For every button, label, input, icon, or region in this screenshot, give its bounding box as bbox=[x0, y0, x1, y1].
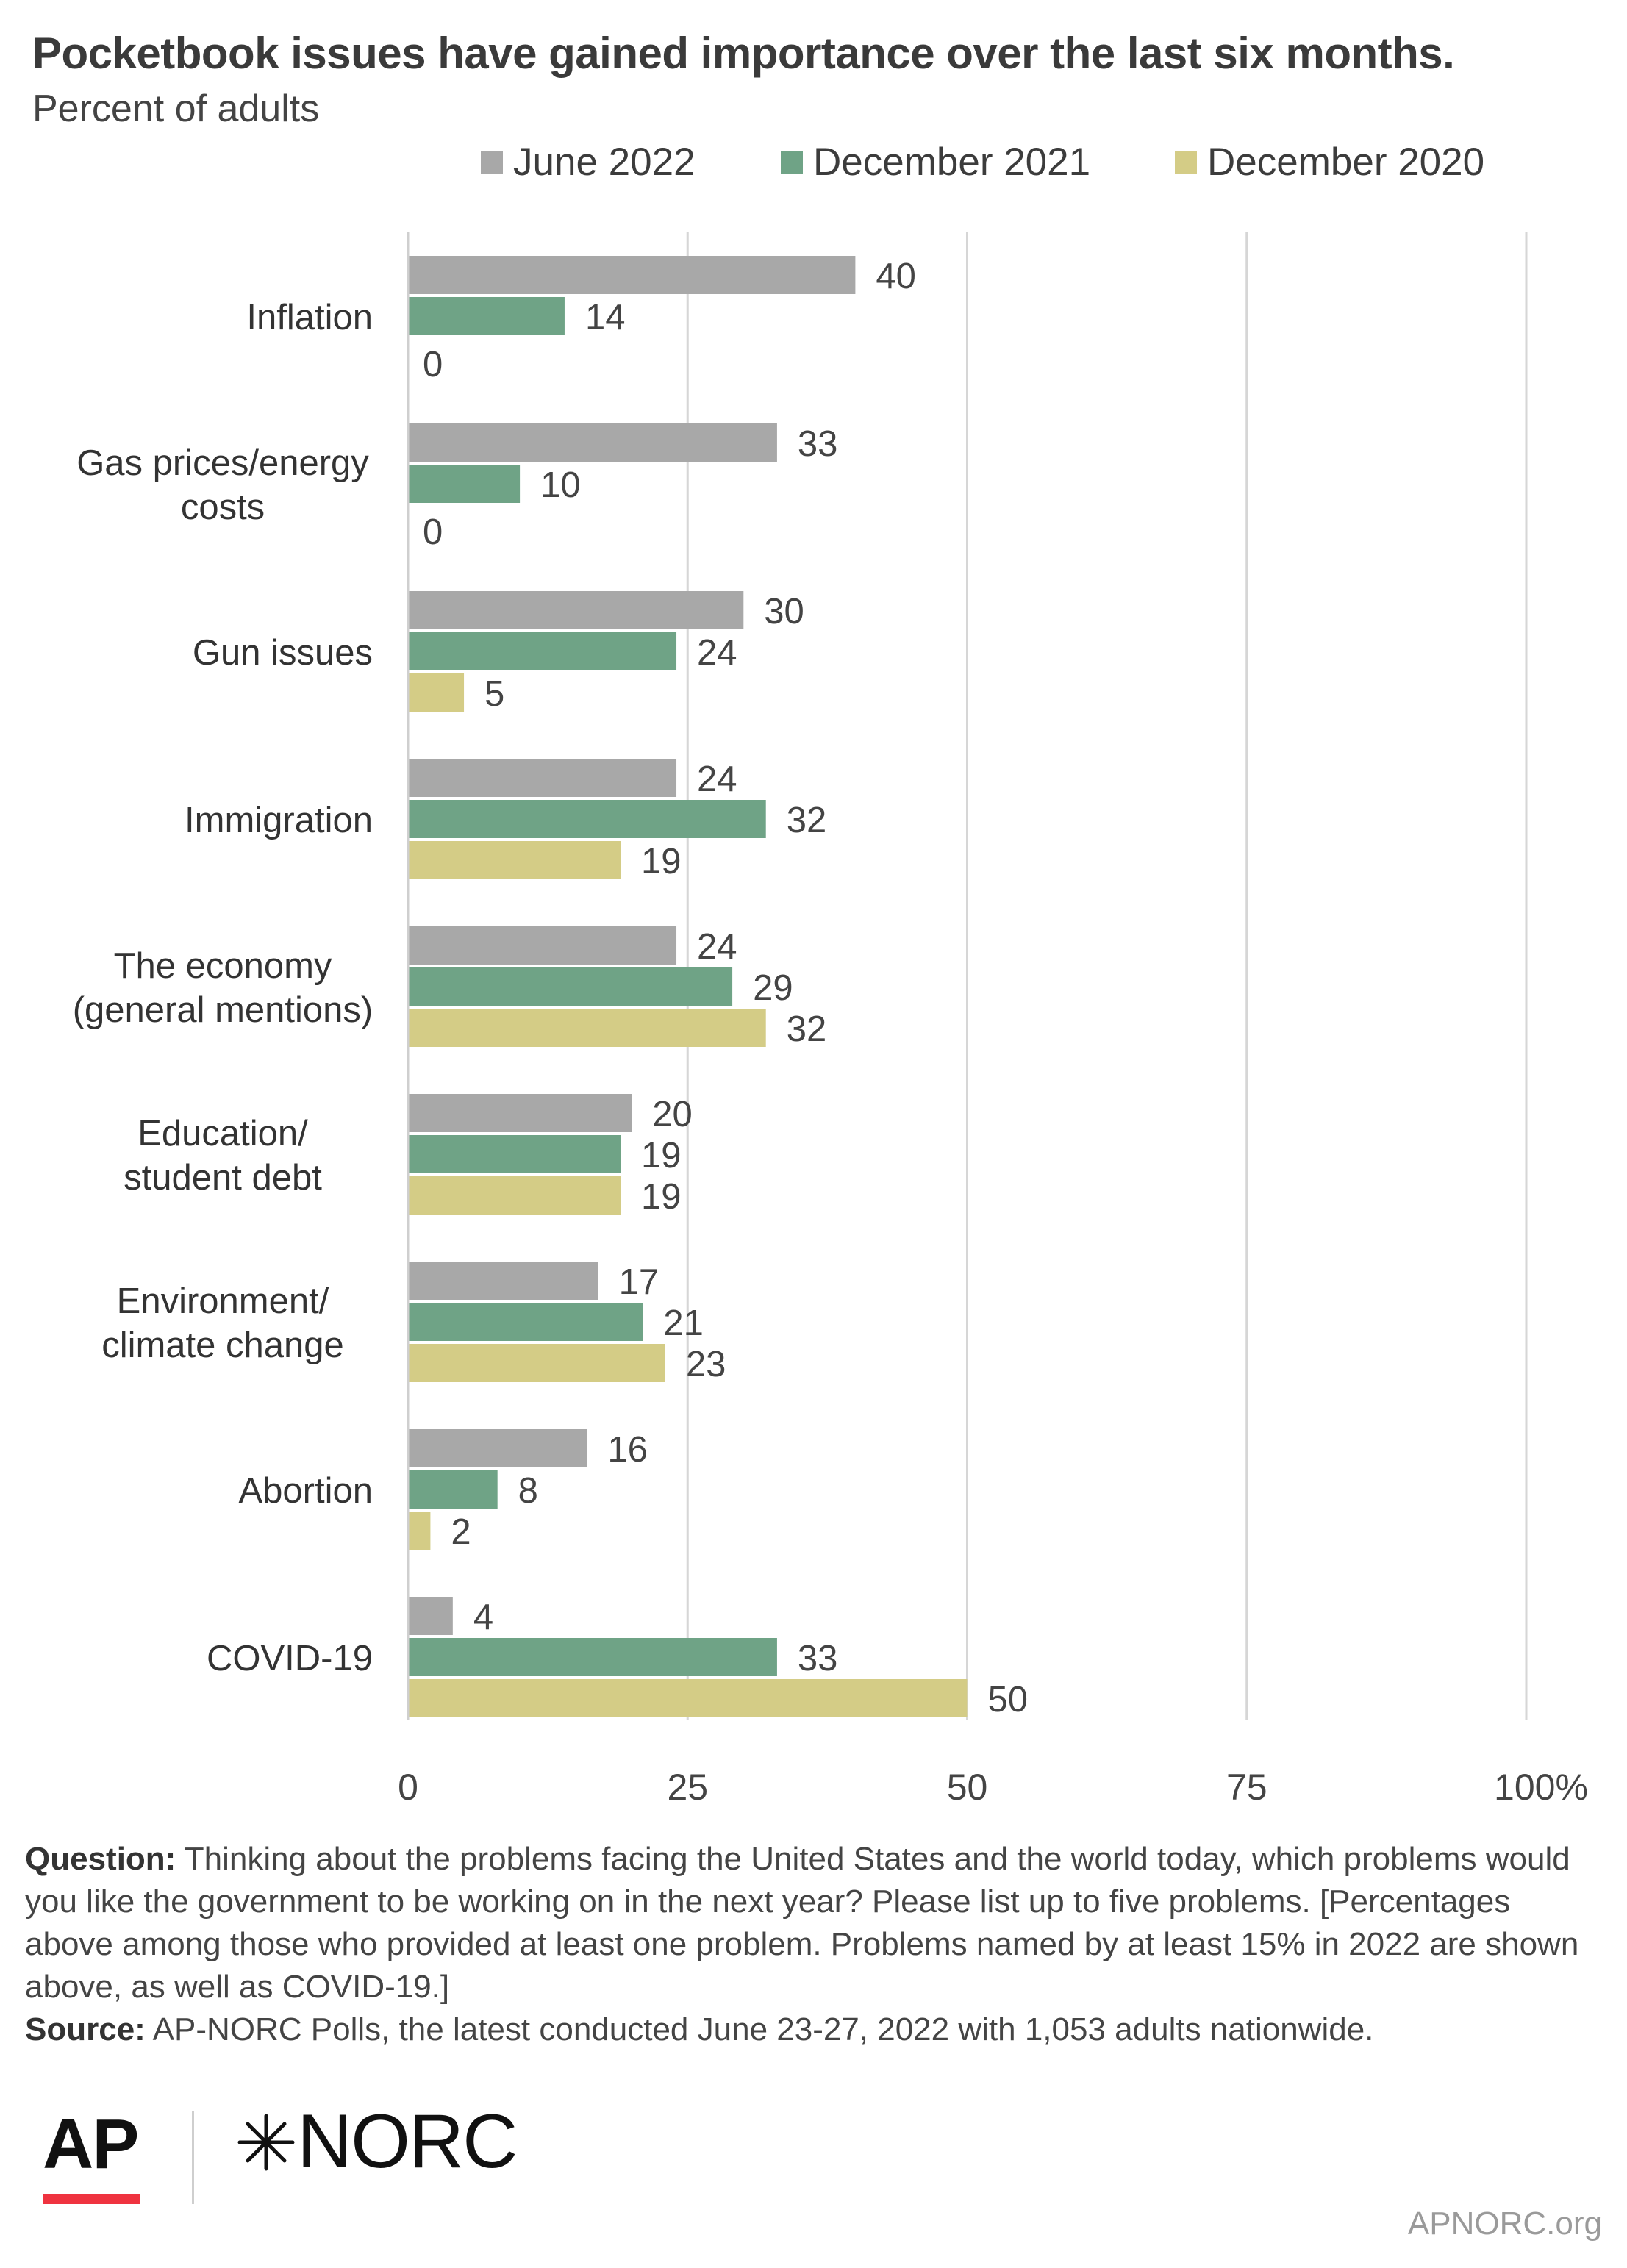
data-label-5-series-2: 19 bbox=[641, 1177, 682, 1217]
data-label-7-series-1: 8 bbox=[518, 1471, 538, 1511]
chart-title: Pocketbook issues have gained importance… bbox=[32, 29, 1455, 78]
question-note: Question: Thinking about the problems fa… bbox=[25, 1838, 1606, 2008]
category-label-4-line-0: The economy bbox=[114, 946, 332, 986]
category-label-5-line-0: Education/ bbox=[137, 1114, 308, 1153]
data-label-1-series-2: 0 bbox=[423, 512, 443, 552]
legend: June 2022 December 2021 December 2020 bbox=[0, 140, 1627, 191]
data-label-0-series-2: 0 bbox=[423, 345, 443, 384]
data-label-2-series-1: 24 bbox=[697, 633, 737, 673]
legend-swatch-december-2020 bbox=[1175, 151, 1197, 174]
bar-0-series-0 bbox=[408, 256, 856, 294]
bar-3-series-1 bbox=[408, 800, 766, 838]
legend-label-june-2022: June 2022 bbox=[513, 140, 696, 184]
source-text: AP-NORC Polls, the latest conducted June… bbox=[145, 2011, 1374, 2047]
bar-6-series-1 bbox=[408, 1303, 643, 1341]
bar-8-series-0 bbox=[408, 1597, 453, 1635]
bar-4-series-2 bbox=[408, 1009, 766, 1047]
bar-3-series-2 bbox=[408, 841, 621, 879]
legend-item-december-2020: December 2020 bbox=[1175, 140, 1484, 185]
bar-8-series-1 bbox=[408, 1638, 777, 1676]
data-label-0-series-1: 14 bbox=[585, 298, 626, 337]
data-label-3-series-1: 32 bbox=[787, 801, 827, 840]
chart-subtitle: Percent of adults bbox=[32, 87, 320, 130]
data-label-6-series-1: 21 bbox=[663, 1303, 704, 1343]
data-label-8-series-0: 4 bbox=[473, 1598, 493, 1637]
data-label-6-series-2: 23 bbox=[686, 1345, 726, 1384]
norc-logo: NORC bbox=[235, 2098, 518, 2186]
data-label-4-series-2: 32 bbox=[787, 1009, 827, 1049]
legend-item-june-2022: June 2022 bbox=[481, 140, 696, 185]
category-label-8-line-0: COVID-19 bbox=[207, 1639, 373, 1678]
bar-4-series-1 bbox=[408, 967, 733, 1006]
footer-notes: Question: Thinking about the problems fa… bbox=[25, 1838, 1606, 2051]
bar-1-series-1 bbox=[408, 465, 521, 503]
norc-star-icon bbox=[237, 2114, 295, 2170]
category-label-7-line-0: Abortion bbox=[238, 1471, 373, 1511]
bar-8-series-2 bbox=[408, 1679, 968, 1717]
bar-5-series-1 bbox=[408, 1135, 621, 1173]
data-label-2-series-0: 30 bbox=[764, 592, 804, 632]
data-label-8-series-2: 50 bbox=[988, 1680, 1029, 1720]
x-tick-label-0: 0 bbox=[398, 1767, 418, 1808]
source-label: Source: bbox=[25, 2011, 146, 2047]
bar-0-series-1 bbox=[408, 297, 565, 335]
bar-2-series-1 bbox=[408, 632, 677, 670]
category-label-1-line-0: Gas prices/energy bbox=[76, 443, 369, 483]
question-text: Thinking about the problems facing the U… bbox=[25, 1841, 1579, 2005]
data-label-0-series-0: 40 bbox=[876, 257, 916, 296]
bar-5-series-0 bbox=[408, 1094, 632, 1132]
data-label-5-series-1: 19 bbox=[641, 1136, 682, 1176]
category-label-2-line-0: Gun issues bbox=[193, 633, 373, 673]
bar-7-series-0 bbox=[408, 1429, 587, 1467]
ap-logo: AP bbox=[43, 2105, 139, 2183]
data-label-8-series-1: 33 bbox=[798, 1639, 838, 1678]
data-label-5-series-0: 20 bbox=[652, 1095, 693, 1134]
bar-5-series-2 bbox=[408, 1176, 621, 1215]
data-label-7-series-0: 16 bbox=[607, 1430, 648, 1470]
x-tick-label-2: 50 bbox=[947, 1767, 988, 1808]
question-label: Question: bbox=[25, 1841, 176, 1877]
category-label-4-line-1: (general mentions) bbox=[73, 990, 373, 1030]
bar-6-series-0 bbox=[408, 1262, 598, 1300]
data-label-7-series-2: 2 bbox=[451, 1512, 471, 1552]
category-label-6-line-0: Environment/ bbox=[117, 1281, 329, 1321]
legend-item-december-2021: December 2021 bbox=[781, 140, 1090, 185]
legend-label-december-2020: December 2020 bbox=[1207, 140, 1485, 184]
category-label-6-line-1: climate change bbox=[101, 1326, 344, 1365]
x-tick-label-3: 75 bbox=[1226, 1767, 1267, 1808]
category-label-1-line-1: costs bbox=[181, 487, 265, 527]
category-label-3-line-0: Immigration bbox=[185, 801, 373, 840]
data-label-1-series-0: 33 bbox=[798, 424, 838, 464]
category-label-0-line-0: Inflation bbox=[246, 298, 373, 337]
bar-2-series-2 bbox=[408, 673, 465, 712]
bar-7-series-2 bbox=[408, 1512, 431, 1550]
norc-logo-text: NORC bbox=[297, 2099, 518, 2184]
x-tick-label-4: 100% bbox=[1494, 1767, 1588, 1808]
bar-3-series-0 bbox=[408, 759, 677, 797]
data-label-2-series-2: 5 bbox=[484, 674, 504, 714]
legend-swatch-june-2022 bbox=[481, 151, 503, 174]
bar-1-series-0 bbox=[408, 423, 777, 462]
ap-logo-bar bbox=[43, 2194, 140, 2204]
data-label-6-series-0: 17 bbox=[619, 1262, 659, 1302]
category-label-5-line-1: student debt bbox=[124, 1158, 322, 1198]
site-url: APNORC.org bbox=[1407, 2206, 1602, 2242]
legend-swatch-december-2021 bbox=[781, 151, 803, 174]
bar-4-series-0 bbox=[408, 926, 677, 965]
data-label-3-series-2: 19 bbox=[641, 842, 682, 881]
bar-6-series-2 bbox=[408, 1344, 665, 1382]
data-label-4-series-1: 29 bbox=[753, 968, 793, 1008]
data-label-4-series-0: 24 bbox=[697, 927, 737, 967]
x-tick-label-1: 25 bbox=[667, 1767, 708, 1808]
bar-7-series-1 bbox=[408, 1470, 498, 1509]
source-note: Source: AP-NORC Polls, the latest conduc… bbox=[25, 2008, 1606, 2051]
data-label-1-series-1: 10 bbox=[540, 465, 581, 505]
legend-label-december-2021: December 2021 bbox=[813, 140, 1091, 184]
data-label-3-series-0: 24 bbox=[697, 759, 737, 799]
bar-2-series-0 bbox=[408, 591, 744, 629]
logo-divider bbox=[192, 2111, 194, 2204]
